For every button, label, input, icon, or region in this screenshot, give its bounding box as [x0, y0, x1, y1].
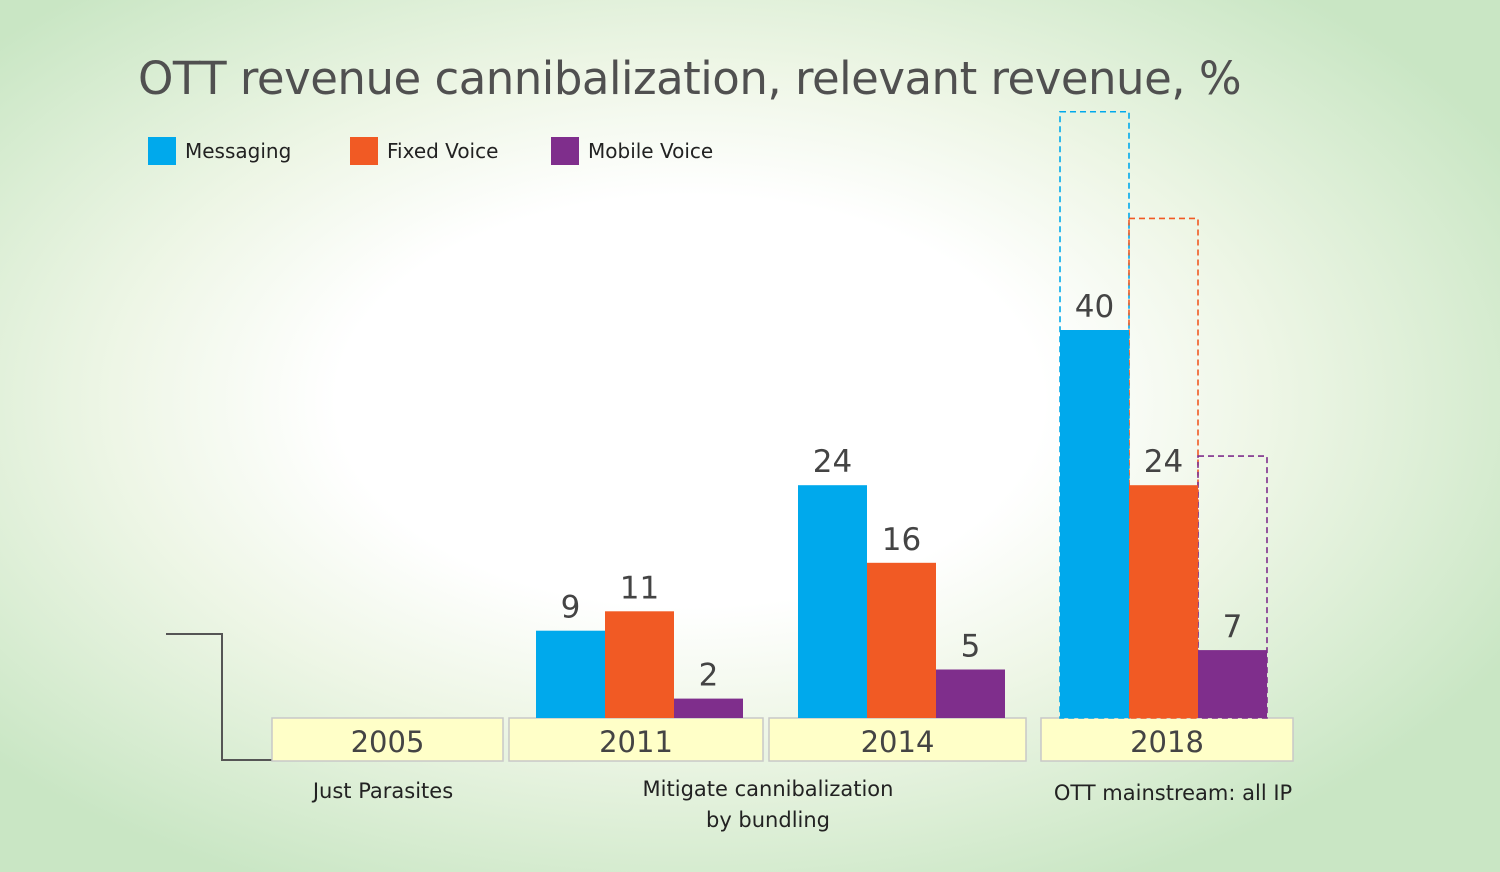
value-label-mobile-voice-2018: 7 [1223, 609, 1243, 645]
category-label-2011: 2011 [599, 725, 673, 759]
legend-label-messaging: Messaging [185, 139, 292, 163]
legend-label-mobile-voice: Mobile Voice [588, 139, 714, 163]
value-label-fixed-voice-2011: 11 [620, 570, 659, 606]
legend-item-mobile-voice: Mobile Voice [551, 137, 713, 165]
note-ott-mainstream: OTT mainstream: all IP [1053, 781, 1293, 805]
value-label-fixed-voice-2018: 24 [1144, 444, 1183, 480]
note-mitigate: Mitigate cannibalization by bundling [643, 774, 894, 836]
bar-fixed-voice-2018 [1129, 485, 1198, 718]
category-box-2005 [271, 717, 504, 762]
bar-mobile-voice-2011 [674, 698, 743, 718]
legend-swatch-messaging [148, 137, 176, 165]
bar-messaging-2014 [798, 485, 867, 718]
category-box-2011 [508, 717, 764, 762]
category-label-2018: 2018 [1130, 725, 1204, 759]
legend-swatch-mobile-voice [551, 137, 579, 165]
value-label-mobile-voice-2011: 2 [699, 658, 719, 694]
legend-item-messaging: Messaging [148, 137, 291, 165]
bar-messaging-2018 [1060, 330, 1129, 718]
legend-item-fixed-voice: Fixed Voice [350, 137, 498, 165]
value-label-messaging-2011: 9 [561, 590, 581, 626]
legend-label-fixed-voice: Fixed Voice [387, 139, 499, 163]
category-label-2005: 2005 [351, 725, 425, 759]
value-label-messaging-2014: 24 [813, 444, 852, 480]
note-mitigate-line1: Mitigate cannibalization [642, 777, 894, 801]
category-label-2014: 2014 [861, 725, 935, 759]
chart-title: OTT revenue cannibalization, relevant re… [138, 52, 1242, 105]
note-just-parasites: Just Parasites [312, 779, 454, 803]
note-mitigate-line2: by bundling [705, 808, 831, 832]
bar-mobile-voice-2014 [936, 669, 1005, 718]
bar-fixed-voice-2014 [867, 562, 936, 718]
value-label-mobile-voice-2014: 5 [961, 629, 981, 665]
bar-fixed-voice-2011 [605, 611, 674, 718]
value-label-fixed-voice-2014: 16 [882, 522, 921, 558]
bar-mobile-voice-2018 [1198, 650, 1267, 718]
value-label-messaging-2018: 40 [1075, 289, 1114, 325]
bar-messaging-2011 [536, 630, 605, 718]
legend-swatch-fixed-voice [350, 137, 378, 165]
bracket-line [166, 633, 272, 761]
